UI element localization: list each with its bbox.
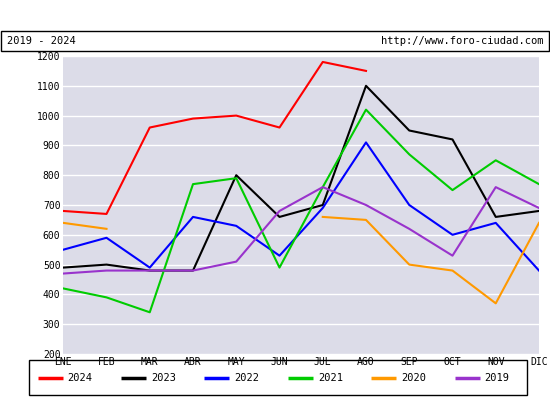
Text: 2024: 2024 xyxy=(68,373,92,383)
Text: Evolucion Nº Turistas Nacionales en el municipio de Arbeca: Evolucion Nº Turistas Nacionales en el m… xyxy=(43,8,507,22)
Text: 2020: 2020 xyxy=(401,373,426,383)
Text: 2022: 2022 xyxy=(234,373,260,383)
Text: 2019: 2019 xyxy=(485,373,510,383)
Text: 2021: 2021 xyxy=(318,373,343,383)
Text: http://www.foro-ciudad.com: http://www.foro-ciudad.com xyxy=(381,36,543,46)
Text: 2019 - 2024: 2019 - 2024 xyxy=(7,36,75,46)
Text: 2023: 2023 xyxy=(151,373,176,383)
